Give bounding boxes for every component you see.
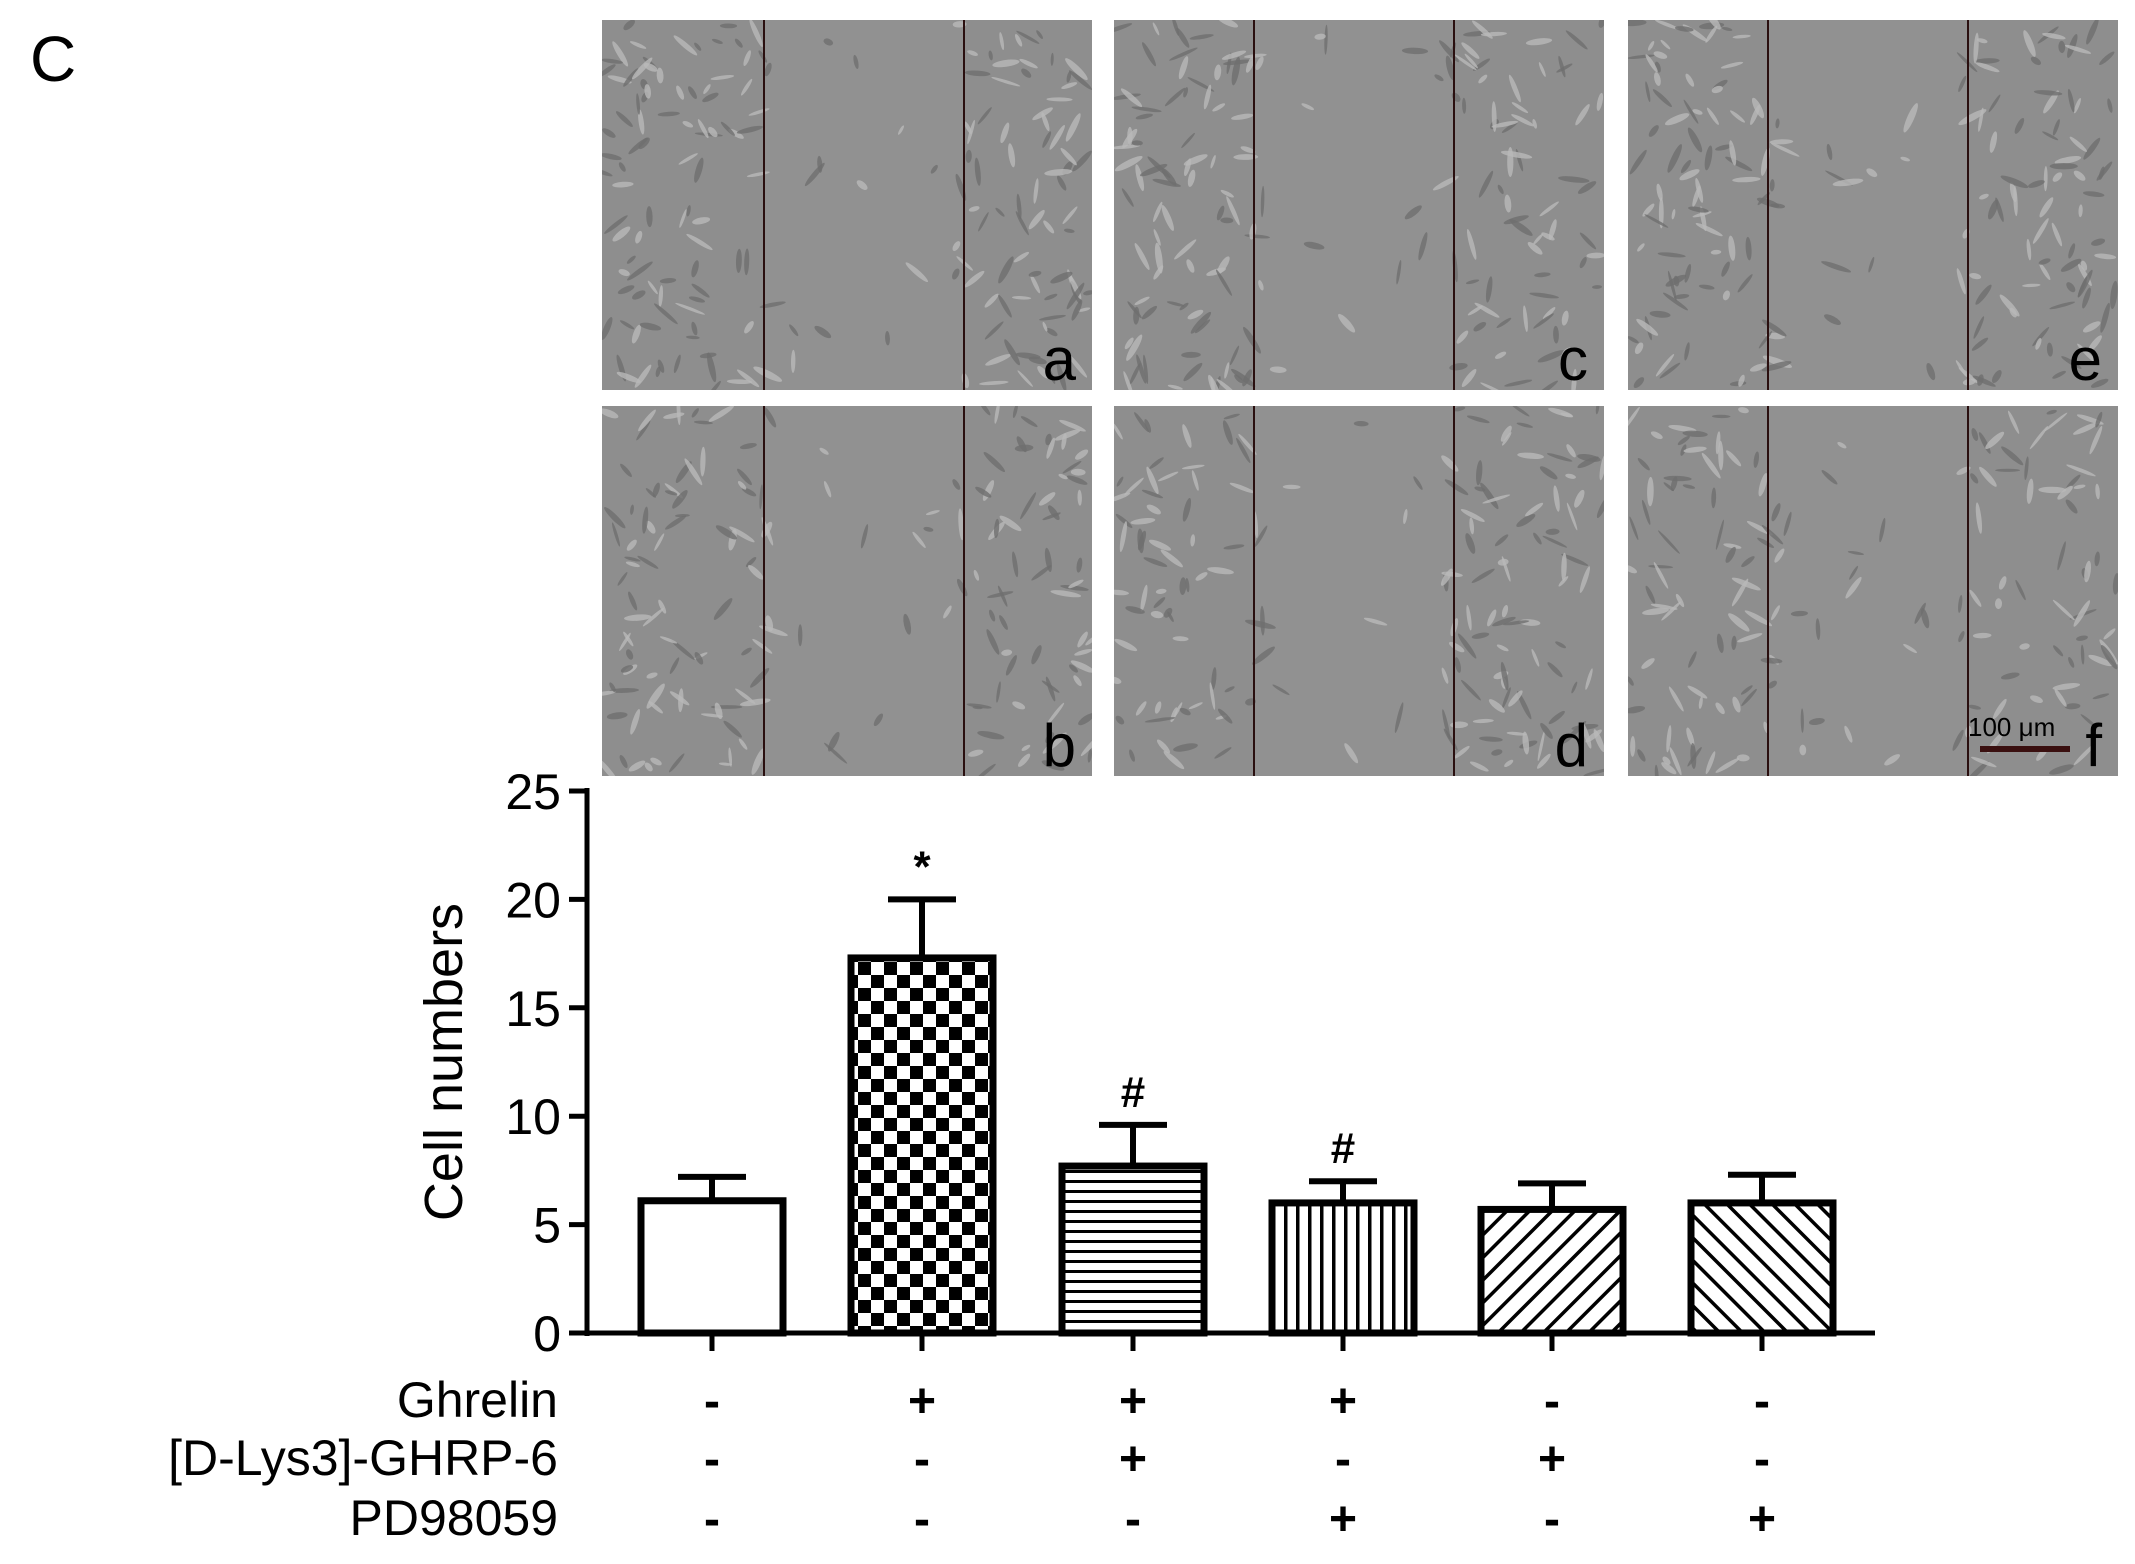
micrograph-c: c	[1114, 20, 1604, 390]
treatment-sign: +	[1119, 1375, 1147, 1428]
micrograph-label-f: f	[2085, 712, 2102, 776]
treatment-sign: -	[1754, 1375, 1770, 1428]
treatment-sign: -	[1125, 1493, 1141, 1546]
treatment-sign: +	[1538, 1433, 1566, 1486]
panel-label: C	[30, 23, 77, 95]
treatment-sign: +	[1329, 1493, 1357, 1546]
treatment-label: Ghrelin	[397, 1372, 558, 1428]
micrograph-label-b: b	[1042, 712, 1076, 776]
significance-marker: #	[1121, 1068, 1145, 1117]
bar	[1687, 1199, 1837, 1337]
y-tick-label: 15	[505, 981, 561, 1037]
y-tick-label: 10	[505, 1089, 561, 1145]
y-axis-label: Cell numbers	[414, 903, 474, 1221]
scale-bar-label: 100 μm	[1968, 712, 2056, 742]
treatment-sign: -	[914, 1493, 930, 1546]
treatment-sign: -	[1754, 1433, 1770, 1486]
significance-marker: #	[1331, 1124, 1355, 1173]
micrograph-label-e: e	[2068, 326, 2102, 390]
micrograph-d: d	[1114, 406, 1604, 776]
treatment-sign: +	[1119, 1433, 1147, 1486]
treatment-sign: -	[1335, 1433, 1351, 1486]
micrograph-e: e	[1628, 20, 2118, 390]
treatment-sign: -	[1544, 1493, 1560, 1546]
y-tick-label: 25	[505, 764, 561, 820]
micrograph-label-d: d	[1554, 712, 1588, 776]
treatment-sign: +	[1748, 1493, 1776, 1546]
treatment-sign: -	[914, 1433, 930, 1486]
scale-bar	[1980, 746, 2070, 752]
treatment-sign: -	[704, 1375, 720, 1428]
micrograph-b: b	[602, 406, 1092, 776]
treatment-label: [D-Lys3]-GHRP-6	[168, 1430, 558, 1486]
y-tick-label: 5	[533, 1198, 561, 1254]
micrograph-f: f 100 μm	[1628, 406, 2118, 776]
bar	[1477, 1205, 1627, 1337]
y-tick-label: 20	[505, 872, 561, 928]
treatment-sign: +	[1329, 1375, 1357, 1428]
significance-marker: *	[913, 842, 931, 891]
y-tick-label: 0	[533, 1306, 561, 1362]
micrograph-label-c: c	[1558, 326, 1588, 390]
bar	[1058, 1162, 1208, 1337]
treatment-sign: -	[704, 1433, 720, 1486]
micrograph-a: a	[602, 20, 1092, 390]
micrograph-label-a: a	[1042, 326, 1076, 390]
treatment-sign: -	[1544, 1375, 1560, 1428]
treatment-sign: +	[908, 1375, 936, 1428]
bar	[1268, 1199, 1418, 1337]
bar	[847, 954, 997, 1337]
bar	[637, 1197, 787, 1337]
treatment-label: PD98059	[350, 1490, 559, 1546]
treatment-sign: -	[704, 1493, 720, 1546]
